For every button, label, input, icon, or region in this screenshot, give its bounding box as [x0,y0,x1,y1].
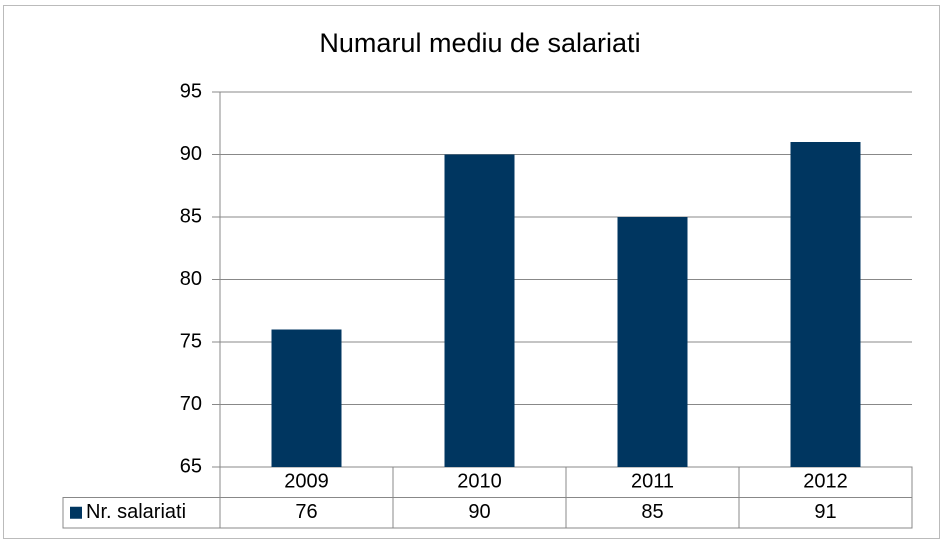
x-tick-label: 2011 [631,471,674,493]
y-tick-label: 80 [180,268,202,290]
y-tick-label: 85 [180,205,202,227]
chart-title: Numarul mediu de salariati [319,28,640,58]
y-tick-label: 90 [180,143,202,165]
x-tick-label: 2010 [457,471,502,493]
bar [617,217,688,467]
y-tick-label: 95 [180,80,202,102]
table-value: 85 [641,501,663,523]
y-tick-label: 75 [180,330,202,352]
table-value: 76 [295,501,317,523]
bar [790,142,861,467]
x-tick-label: 2012 [803,471,848,493]
legend-label: Nr. salariati [86,501,186,523]
table-cell [62,497,913,529]
bar [271,329,342,467]
table-value: 90 [468,501,490,523]
x-tick-label: 2009 [284,471,329,493]
table-value: 91 [814,501,836,523]
legend-key [70,506,82,519]
bar [444,154,515,467]
y-tick-label: 65 [180,455,202,477]
y-tick-label: 70 [180,393,202,415]
